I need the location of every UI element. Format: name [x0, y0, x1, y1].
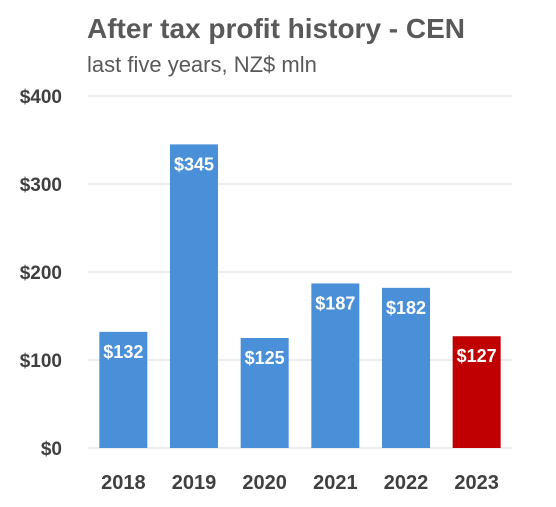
bar-2023	[452, 336, 501, 448]
y-tick-label: $200	[20, 263, 62, 284]
data-labels: $132 $345 $125 $187 $182 $127	[103, 154, 496, 368]
bar-2020	[240, 338, 289, 448]
chart-title: After tax profit history - CEN	[87, 13, 465, 44]
chart-subtitle: last five years, NZ$ mln	[87, 52, 317, 77]
bar-2019	[170, 144, 218, 448]
x-tick-label-2019: 2019	[172, 472, 217, 494]
bar-2018	[99, 331, 148, 448]
x-tick-label-2021: 2021	[313, 472, 358, 494]
y-axis-ticks: $0 $100 $200 $300 $400	[20, 87, 62, 460]
x-tick-label-2018: 2018	[101, 472, 146, 494]
data-label-2022: $182	[386, 298, 426, 318]
y-tick-label: $100	[20, 351, 62, 372]
y-tick-label: $400	[20, 87, 62, 108]
data-label-2021: $187	[315, 293, 355, 313]
data-label-2020: $125	[245, 348, 285, 368]
x-tick-label-2023: 2023	[454, 472, 499, 494]
data-label-2023: $127	[457, 346, 497, 366]
gridlines	[88, 95, 512, 449]
bar-2021	[311, 283, 360, 448]
data-label-2019: $345	[174, 154, 214, 174]
bar-2022	[382, 287, 430, 448]
y-tick-label: $0	[41, 439, 62, 460]
x-tick-label-2022: 2022	[384, 472, 429, 494]
x-tick-label-2020: 2020	[242, 472, 287, 494]
y-tick-label: $300	[20, 175, 62, 196]
bars	[99, 144, 501, 448]
x-axis-ticks: 2018 2019 2020 2021 2022 2023	[101, 472, 499, 494]
data-label-2018: $132	[103, 342, 143, 362]
